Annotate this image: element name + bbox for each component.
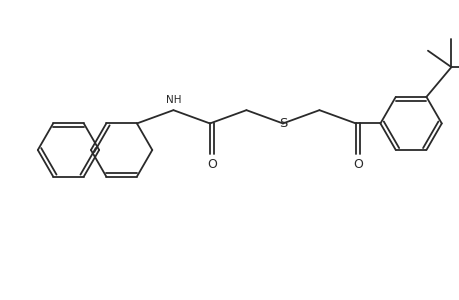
Text: S: S <box>278 117 286 130</box>
Text: NH: NH <box>165 94 181 104</box>
Text: O: O <box>353 158 362 171</box>
Text: O: O <box>207 158 217 171</box>
